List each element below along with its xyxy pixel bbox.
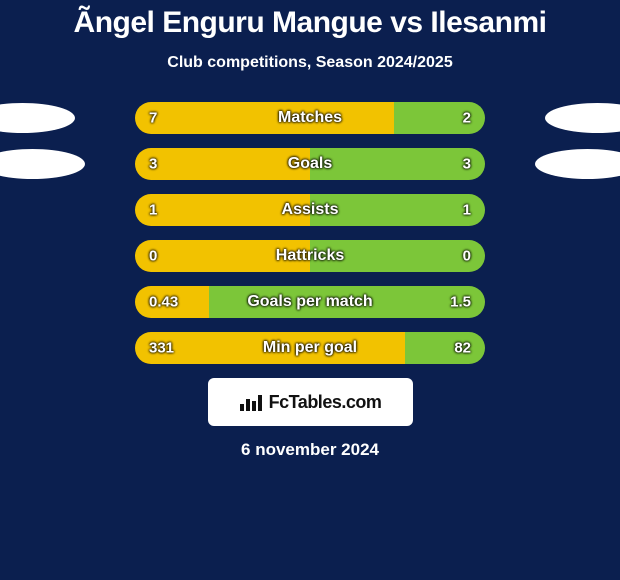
stat-row: 331 82 Min per goal <box>0 332 620 364</box>
stat-bar: 3 3 Goals <box>135 148 485 180</box>
stat-bar: 7 2 Matches <box>135 102 485 134</box>
stat-label: Goals per match <box>247 293 372 311</box>
player-avatar-left <box>0 103 75 133</box>
stat-value-left: 0.43 <box>149 294 178 311</box>
player-avatar-right <box>545 103 620 133</box>
stat-value-right: 2 <box>463 110 471 127</box>
stat-label: Assists <box>282 201 339 219</box>
date-text: 6 november 2024 <box>0 440 620 460</box>
stat-bar: 1 1 Assists <box>135 194 485 226</box>
stat-value-right: 82 <box>454 340 471 357</box>
stat-label: Hattricks <box>276 247 344 265</box>
stat-bar-left <box>135 148 310 180</box>
stat-bar-left <box>135 102 394 134</box>
stat-label: Matches <box>278 109 342 127</box>
chart-icon <box>239 392 263 412</box>
stat-value-left: 1 <box>149 202 157 219</box>
stat-bar: 331 82 Min per goal <box>135 332 485 364</box>
stat-value-left: 3 <box>149 156 157 173</box>
stat-label: Goals <box>288 155 332 173</box>
stat-label: Min per goal <box>263 339 357 357</box>
page-title: Ãngel Enguru Mangue vs Ilesanmi <box>0 0 620 40</box>
stat-row: 1 1 Assists <box>0 194 620 226</box>
stat-value-right: 1 <box>463 202 471 219</box>
stat-value-right: 0 <box>463 248 471 265</box>
stat-row: 0.43 1.5 Goals per match <box>0 286 620 318</box>
page-subtitle: Club competitions, Season 2024/2025 <box>0 54 620 72</box>
stat-value-left: 0 <box>149 248 157 265</box>
comparison-infographic: Ãngel Enguru Mangue vs Ilesanmi Club com… <box>0 0 620 580</box>
stat-value-left: 331 <box>149 340 174 357</box>
stats-chart: 7 2 Matches 3 3 Goals 1 1 Assists 0 0 Hattricks 0.43… <box>0 102 620 364</box>
player-avatar-right <box>535 149 620 179</box>
stat-row: 7 2 Matches <box>0 102 620 134</box>
stat-bar: 0.43 1.5 Goals per match <box>135 286 485 318</box>
stat-value-left: 7 <box>149 110 157 127</box>
stat-bar: 0 0 Hattricks <box>135 240 485 272</box>
source-badge: FcTables.com <box>208 378 413 426</box>
stat-row: 3 3 Goals <box>0 148 620 180</box>
stat-value-right: 3 <box>463 156 471 173</box>
player-avatar-left <box>0 149 85 179</box>
source-badge-text: FcTables.com <box>269 392 382 413</box>
stat-row: 0 0 Hattricks <box>0 240 620 272</box>
stat-bar-right <box>394 102 485 134</box>
stat-bar-right <box>310 148 485 180</box>
stat-bar-right <box>405 332 486 364</box>
stat-value-right: 1.5 <box>450 294 471 311</box>
